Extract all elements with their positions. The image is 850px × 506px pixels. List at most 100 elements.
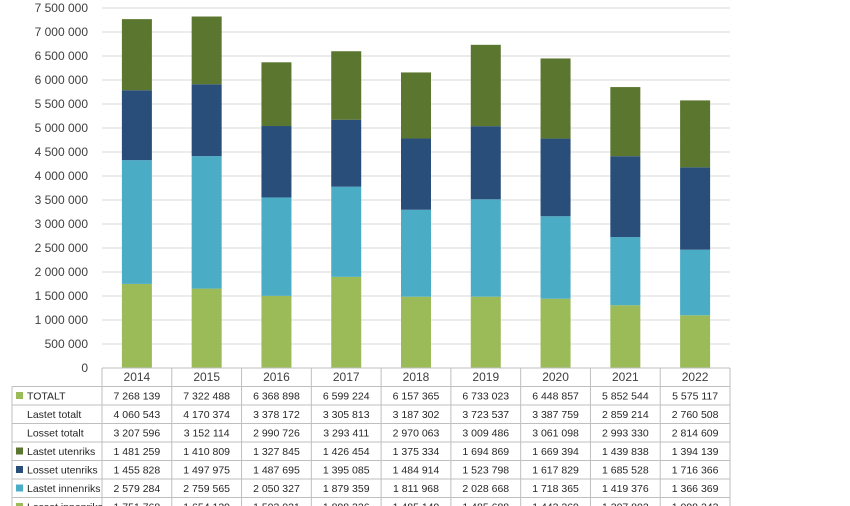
table-cell: 1 098 243	[672, 502, 719, 506]
bar-segment	[401, 138, 431, 210]
bar-segment	[610, 87, 641, 157]
table-cell: 1 694 869	[462, 446, 509, 458]
table-cell: 1 484 914	[393, 465, 440, 477]
y-tick-label: 1 000 000	[35, 313, 89, 327]
bar-segment	[470, 199, 501, 297]
table-cell: 3 152 114	[184, 428, 230, 440]
table-cell: 3 378 172	[253, 409, 300, 421]
table-cell: 3 061 098	[532, 428, 579, 440]
table-cell: 7 268 139	[114, 391, 161, 403]
bar-segment	[331, 276, 362, 368]
bar-segment	[680, 249, 711, 316]
table-cell: 6 368 898	[253, 391, 300, 403]
table-cell: 1 485 149	[393, 502, 440, 506]
table-row-label: Losset innenriks	[27, 502, 103, 506]
bar-segment	[540, 298, 571, 368]
x-category-label: 2021	[612, 370, 639, 384]
bar-segment	[191, 16, 222, 85]
table-cell: 1 410 809	[183, 446, 230, 458]
table-cell: 5 575 117	[672, 391, 718, 403]
table-cell: 1 481 259	[114, 446, 161, 458]
table-cell: 1 487 695	[253, 465, 300, 477]
legend-key	[16, 466, 23, 473]
bar-segment	[610, 305, 641, 368]
bar-segment	[401, 209, 431, 297]
y-tick-label: 3 000 000	[35, 217, 89, 231]
table-cell: 1 497 975	[183, 465, 230, 477]
table-cell: 2 050 327	[253, 483, 300, 495]
table-cell: 1 898 326	[323, 502, 370, 506]
table-cell: 1 523 798	[462, 465, 509, 477]
table-cell: 4 060 543	[114, 409, 161, 421]
y-tick-label: 6 000 000	[35, 73, 89, 87]
bar-segment	[331, 119, 362, 187]
bar-segment	[610, 156, 641, 238]
table-cell: 1 685 528	[602, 465, 649, 477]
table-cell: 1 455 828	[114, 465, 161, 477]
table-cell: 3 293 411	[323, 428, 369, 440]
bar-segment	[261, 126, 292, 198]
table-cell: 3 187 302	[393, 409, 440, 421]
table-cell: 1 718 365	[532, 483, 579, 495]
table-cell: 2 759 565	[183, 483, 230, 495]
legend-key	[16, 392, 23, 399]
table-cell: 1 439 838	[602, 446, 649, 458]
bar-segment	[680, 167, 711, 250]
table-cell: 1 443 269	[532, 502, 579, 506]
x-category-label: 2018	[403, 370, 430, 384]
bar-segment	[470, 44, 501, 127]
bar-segment	[401, 296, 431, 368]
table-row-label: Lastet utenriks	[27, 446, 95, 458]
y-tick-label: 7 000 000	[35, 25, 89, 39]
table-cell: 3 387 759	[532, 409, 579, 421]
table-cell: 1 327 845	[253, 446, 300, 458]
table-cell: 3 207 596	[114, 428, 161, 440]
bar-segment	[191, 288, 222, 368]
bar-segment	[680, 315, 711, 368]
table-cell: 1 375 334	[393, 446, 440, 458]
table-cell: 1 426 454	[323, 446, 370, 458]
table-cell: 6 157 365	[393, 391, 440, 403]
bar-segment	[191, 84, 222, 157]
bar-segment	[470, 126, 501, 200]
x-category-label: 2019	[472, 370, 499, 384]
table-cell: 2 760 508	[672, 409, 719, 421]
table-cell: 1 394 139	[672, 446, 719, 458]
table-cell: 3 305 813	[323, 409, 370, 421]
table-cell: 3 723 537	[462, 409, 509, 421]
bar-segment	[540, 216, 571, 299]
table-cell: 1 395 085	[323, 465, 370, 477]
table-cell: 1 751 768	[114, 502, 161, 506]
y-tick-label: 2 500 000	[35, 241, 89, 255]
x-category-label: 2020	[542, 370, 569, 384]
table-cell: 1 485 688	[462, 502, 509, 506]
bar-segment	[261, 295, 292, 368]
table-cell: 1 669 394	[532, 446, 579, 458]
x-category-label: 2015	[193, 370, 220, 384]
bar-segment	[401, 72, 431, 139]
bar-segment	[540, 138, 571, 217]
table-cell: 1 879 359	[323, 483, 370, 495]
bar-segment	[470, 296, 501, 368]
x-category-label: 2016	[263, 370, 290, 384]
y-tick-label: 4 500 000	[35, 145, 89, 159]
table-cell: 1 503 031	[253, 502, 300, 506]
y-tick-label: 7 500 000	[35, 1, 89, 15]
table-cell: 2 028 668	[462, 483, 509, 495]
table-cell: 1 654 139	[183, 502, 230, 506]
bar-segment	[121, 90, 152, 161]
table-cell: 2 579 284	[114, 483, 161, 495]
table-row-label: TOTALT	[27, 391, 66, 403]
legend-key	[16, 484, 23, 492]
bar-segment	[680, 100, 711, 168]
y-tick-label: 5 000 000	[35, 121, 89, 135]
table-cell: 1 716 366	[672, 465, 719, 477]
x-category-label: 2022	[682, 370, 709, 384]
table-cell: 4 170 374	[183, 409, 230, 421]
legend-key	[16, 503, 23, 506]
y-tick-label: 5 500 000	[35, 97, 89, 111]
y-tick-label: 1 500 000	[35, 289, 89, 303]
bar-segment	[261, 197, 292, 296]
bar-segment	[610, 237, 641, 306]
x-category-label: 2017	[333, 370, 360, 384]
